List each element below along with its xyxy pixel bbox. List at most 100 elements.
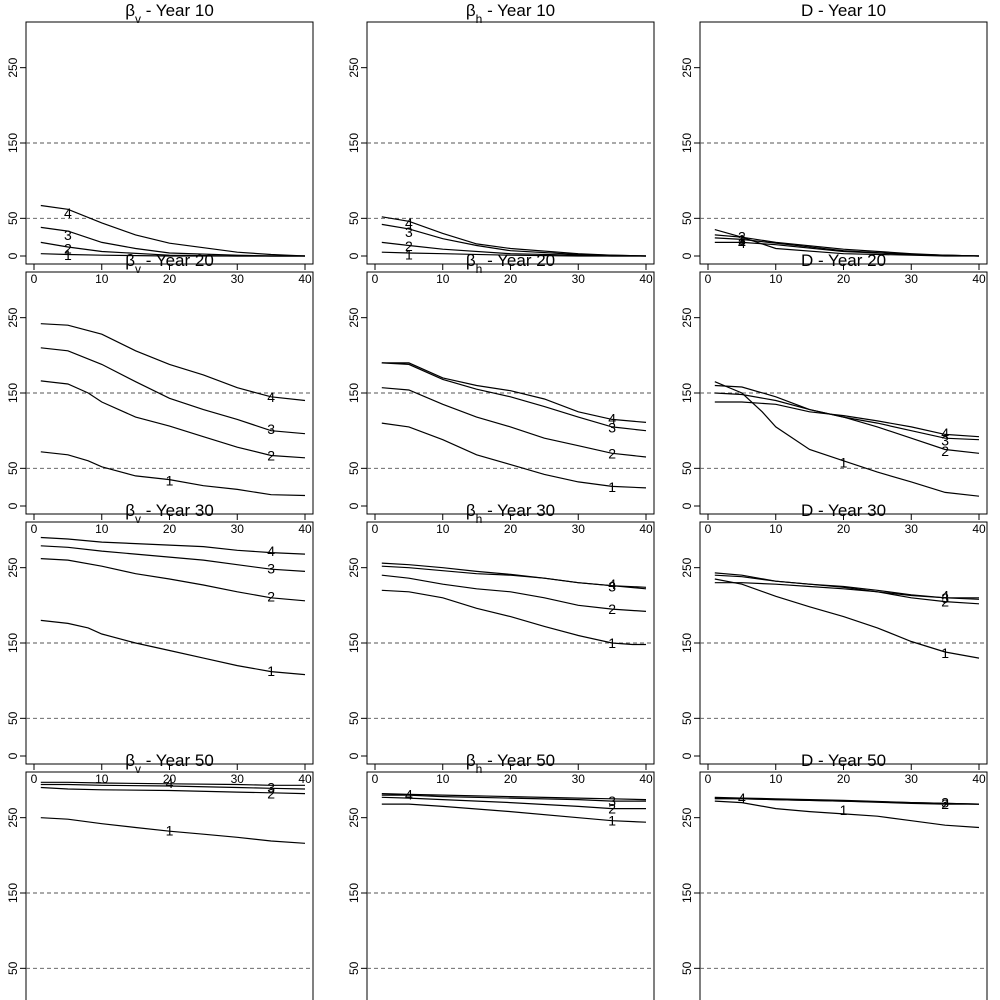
series-line (381, 362, 647, 432)
y-tick-label: 150 (680, 633, 694, 653)
series-label: 2 (64, 240, 72, 256)
chart-title: βv - Year 10 (125, 1, 214, 26)
title-greek: β (125, 501, 135, 520)
series-line (714, 572, 980, 605)
x-tick-label: 10 (95, 272, 109, 286)
title-greek: β (125, 251, 135, 270)
x-tick-label: 30 (572, 772, 586, 786)
series-line (714, 401, 980, 438)
chart-title: βv - Year 20 (125, 251, 214, 276)
x-tick-label: 20 (163, 272, 177, 286)
series-label: 3 (941, 432, 949, 448)
series-label: 3 (267, 780, 275, 796)
series-line (714, 796, 980, 805)
y-tick-label: 50 (680, 211, 694, 225)
y-tick-label: 0 (6, 502, 20, 509)
series-label: 3 (608, 420, 616, 436)
y-tick-label: 50 (6, 211, 20, 225)
series-label: 4 (267, 389, 275, 405)
y-tick-label: 250 (680, 57, 694, 77)
title-text: - Year 10 (482, 1, 555, 20)
y-tick-label: 150 (347, 633, 361, 653)
chart-title: βh - Year 10 (466, 1, 555, 26)
y-tick-label: 150 (6, 883, 20, 903)
series-label: 4 (738, 790, 746, 806)
series-label: 3 (608, 793, 616, 809)
x-tick-label: 30 (905, 772, 919, 786)
series-label: 4 (267, 543, 275, 559)
y-tick-label: 0 (347, 502, 361, 509)
y-tick-label: 150 (347, 883, 361, 903)
x-tick-label: 0 (31, 272, 38, 286)
x-tick-label: 0 (31, 772, 38, 786)
x-tick-label: 0 (31, 522, 38, 536)
series-label: 4 (608, 576, 616, 592)
series-label: 2 (267, 786, 275, 802)
x-tick-label: 10 (95, 522, 109, 536)
x-tick-label: 20 (837, 522, 851, 536)
x-tick-label: 40 (298, 272, 312, 286)
series-label: 1 (608, 813, 616, 829)
x-tick-label: 40 (639, 772, 653, 786)
chart-panel: βh - Year 50 0 10 20 30 40 0 50 150 250 123 4 (347, 751, 655, 1000)
x-tick-label: 30 (231, 272, 245, 286)
x-tick-label: 0 (372, 772, 379, 786)
x-tick-label: 0 (705, 772, 712, 786)
x-tick-label: 20 (163, 522, 177, 536)
x-tick-label: 10 (436, 522, 450, 536)
series-label: 1 (608, 635, 616, 651)
y-tick-label: 0 (347, 252, 361, 259)
title-greek: β (466, 251, 476, 270)
y-tick-label: 250 (6, 307, 20, 327)
chart-panel: βv - Year 50 0 10 20 30 40 0 50 150 250 1 23 4 (6, 751, 314, 1000)
y-tick-label: 250 (347, 807, 361, 827)
title-text: - Year 50 (482, 751, 555, 770)
series-label: 4 (64, 205, 72, 221)
series-label: 2 (608, 601, 616, 617)
y-tick-label: 150 (6, 133, 20, 153)
series-line (40, 781, 305, 786)
series-label: 3 (738, 232, 746, 248)
x-tick-label: 20 (504, 272, 518, 286)
series-label: 4 (608, 411, 616, 427)
x-tick-label: 30 (905, 522, 919, 536)
title-text: - Year 20 (482, 251, 555, 270)
y-tick-label: 250 (347, 307, 361, 327)
y-tick-label: 250 (680, 557, 694, 577)
series-label: 4 (738, 235, 746, 251)
y-tick-label: 0 (680, 502, 694, 509)
x-tick-label: 10 (769, 772, 783, 786)
title-greek: β (125, 1, 135, 20)
series-line (714, 800, 980, 829)
y-tick-label: 0 (6, 752, 20, 759)
series-line (381, 793, 647, 801)
y-tick-label: 150 (6, 383, 20, 403)
y-tick-label: 250 (347, 57, 361, 77)
series-line (381, 387, 647, 458)
title-text: - Year 30 (482, 501, 555, 520)
series-label: 3 (64, 227, 72, 243)
series-label: 2 (608, 445, 616, 461)
series-label: 2 (405, 238, 413, 254)
title-subscript: v (135, 512, 141, 526)
series-line (714, 384, 980, 454)
series-label: 3 (267, 560, 275, 576)
y-tick-label: 0 (680, 252, 694, 259)
x-tick-label: 30 (572, 522, 586, 536)
x-tick-label: 10 (769, 272, 783, 286)
title-greek: β (466, 751, 476, 770)
series-line (714, 381, 980, 497)
y-tick-label: 50 (347, 711, 361, 725)
x-tick-label: 20 (837, 772, 851, 786)
series-line (40, 783, 306, 790)
series-line (714, 578, 980, 659)
x-tick-label: 40 (639, 272, 653, 286)
title-greek: β (466, 1, 476, 20)
series-label: 4 (941, 425, 949, 441)
title-text: - Year 30 (141, 501, 214, 520)
series-label: 4 (405, 215, 413, 231)
chart-title: βv - Year 30 (125, 501, 214, 526)
y-tick-label: 0 (6, 252, 20, 259)
